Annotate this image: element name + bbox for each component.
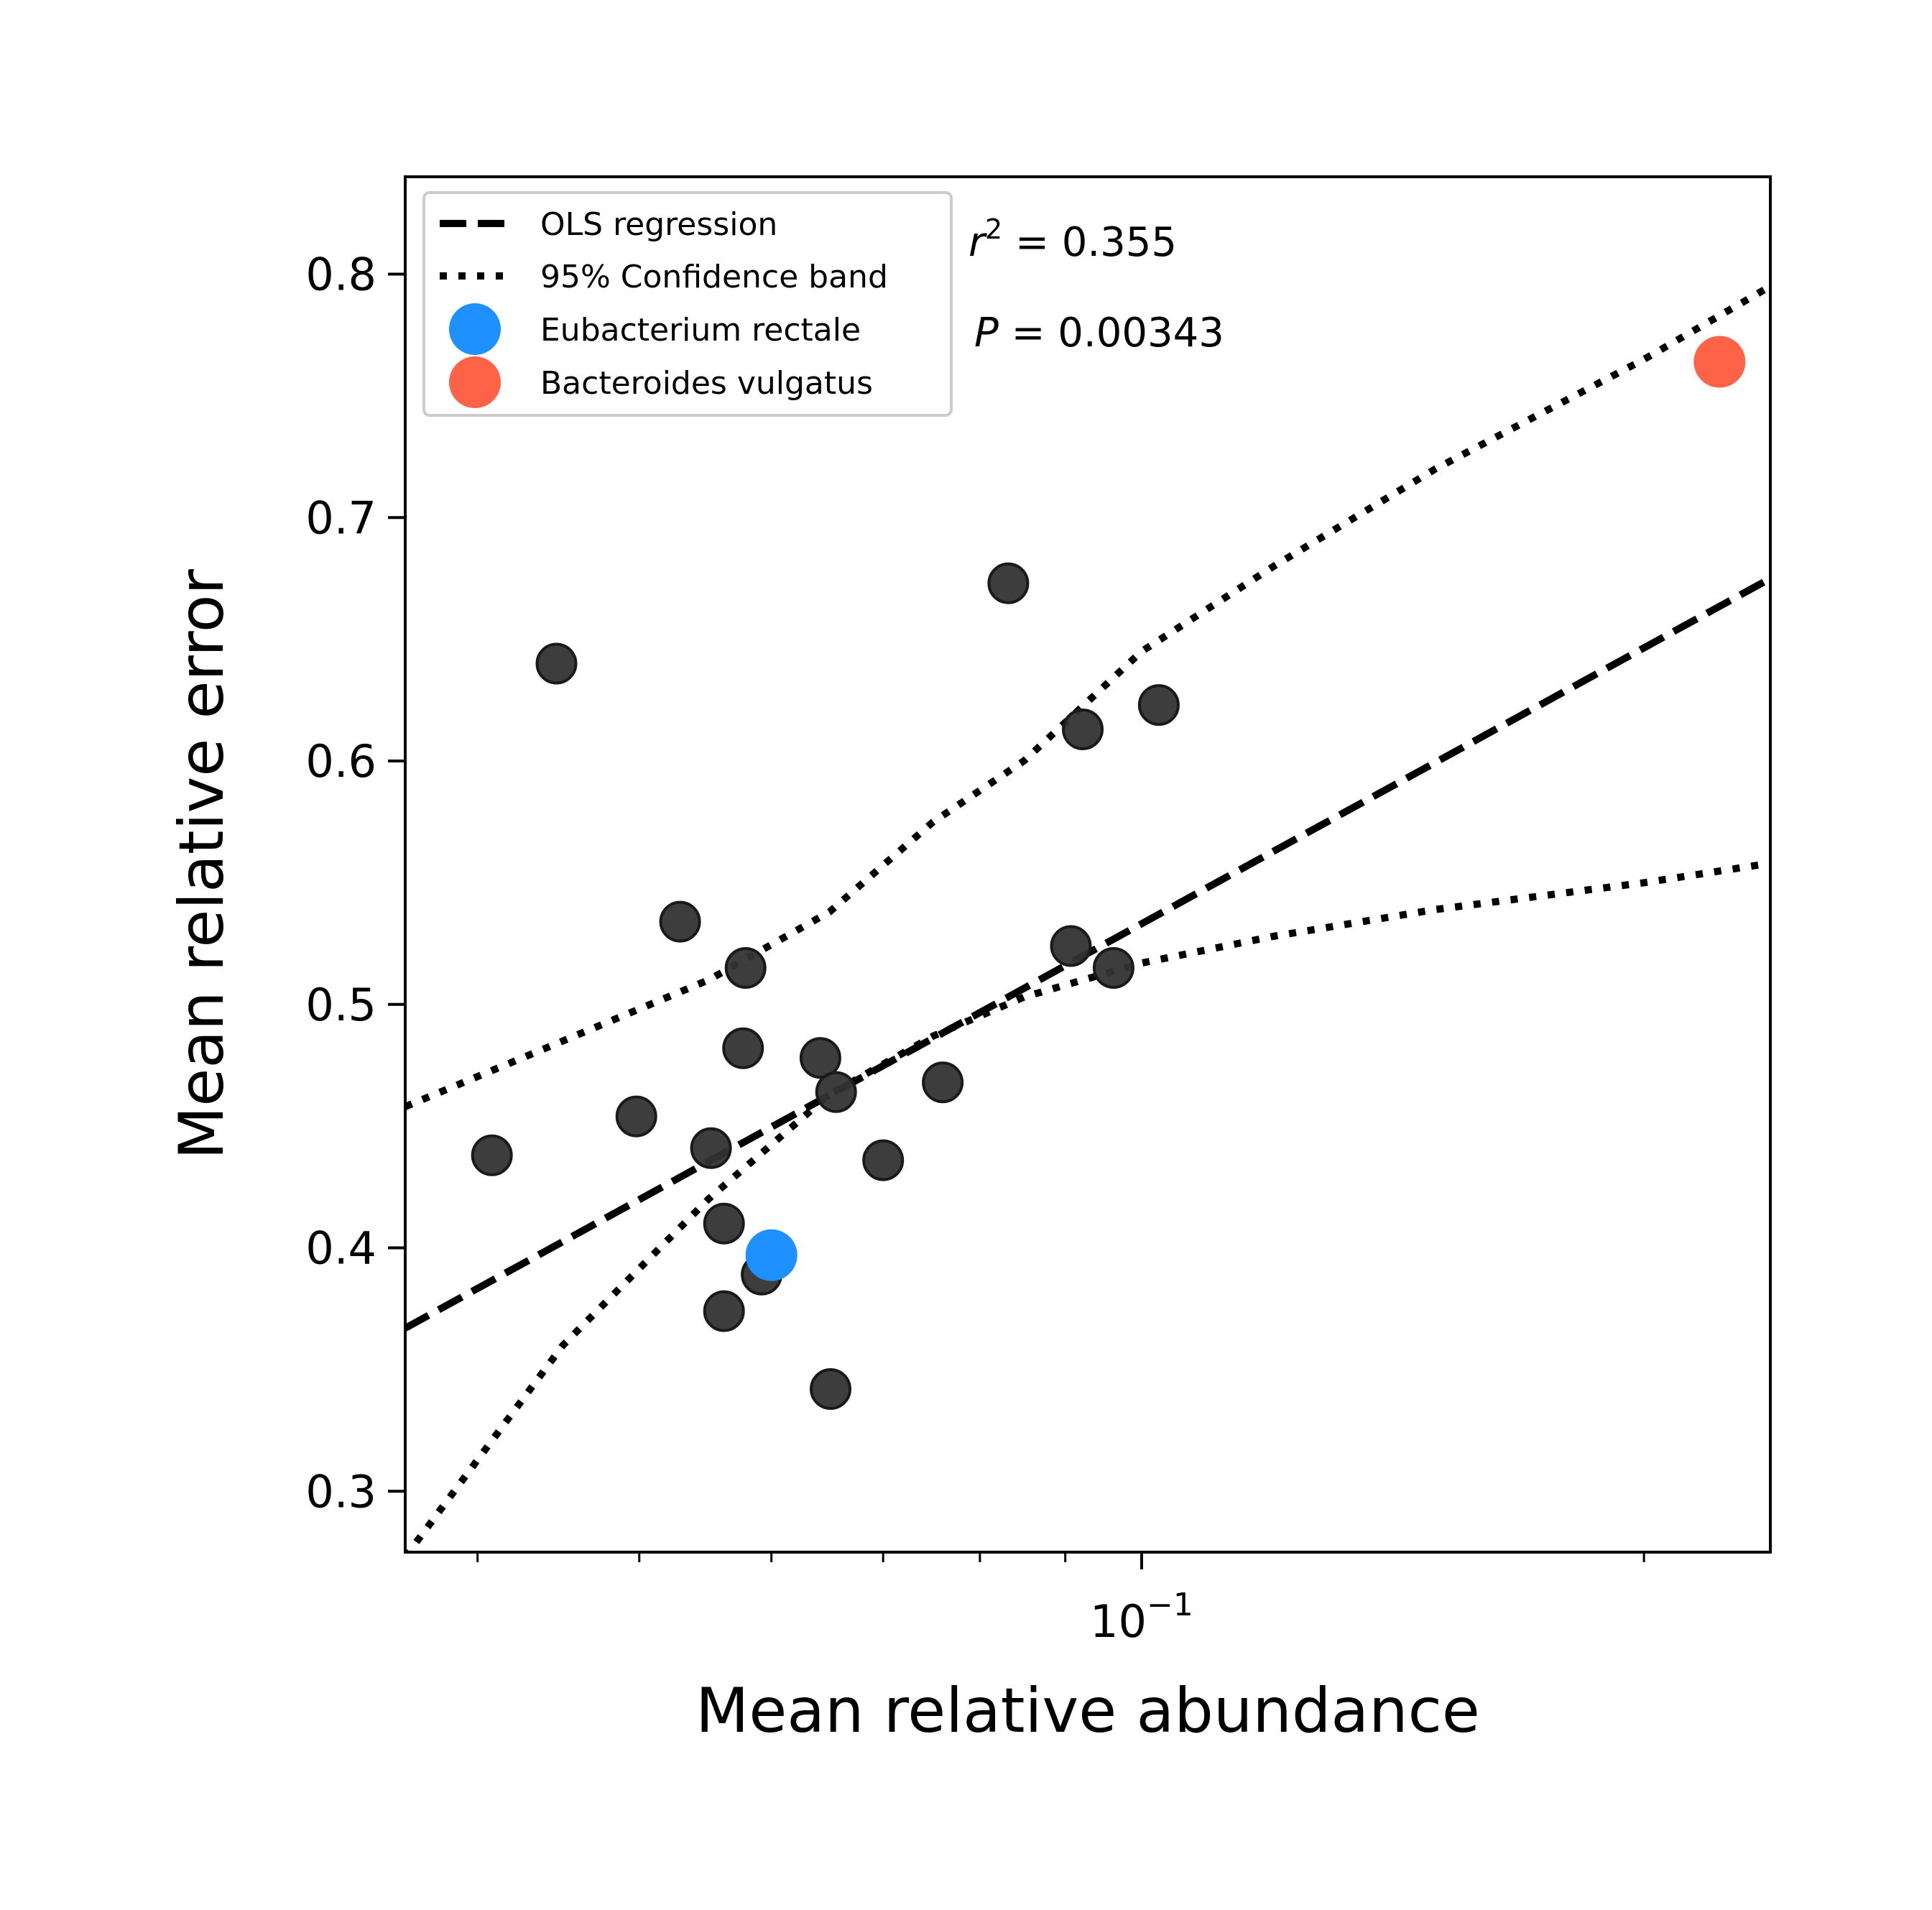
data-point <box>815 1071 857 1113</box>
data-point <box>471 1134 513 1176</box>
x-axis: 10−1 <box>476 1552 1645 1648</box>
data-point <box>862 1139 905 1181</box>
x-tick-label-base: 10 <box>1090 1595 1147 1648</box>
plot-area <box>405 283 1770 1552</box>
data-point <box>799 1037 841 1079</box>
y-tick-label: 0.7 <box>305 492 376 544</box>
bacteroides-vulgatus-point <box>1693 336 1746 388</box>
data-point <box>615 1095 657 1138</box>
legend-frame <box>422 191 953 417</box>
r-squared-exponent: 2 <box>985 213 1002 245</box>
y-tick-label: 0.8 <box>305 249 376 301</box>
legend-eubacterium-marker <box>449 303 501 355</box>
r-squared-symbol: r <box>969 219 987 266</box>
r-squared-value: = 0.355 <box>1002 219 1177 266</box>
data-point <box>1137 684 1180 726</box>
y-tick-label: 0.5 <box>305 979 376 1031</box>
data-point <box>690 1127 732 1169</box>
data-point <box>922 1061 964 1104</box>
x-axis-title: Mean relative abundance <box>695 1675 1480 1747</box>
legend: OLS regression 95% Confidence band Eubac… <box>422 191 953 417</box>
y-tick-label: 0.4 <box>305 1222 376 1275</box>
data-point <box>703 1202 745 1245</box>
plot-frame <box>404 175 1772 1554</box>
r-squared-annotation: r2 = 0.355 <box>969 213 1177 266</box>
eubacterium-rectale-point <box>745 1229 798 1281</box>
y-axis-title: Mean relative error <box>166 569 238 1160</box>
data-point <box>1062 709 1104 750</box>
data-point <box>1050 925 1092 967</box>
y-axis: 0.3 0.4 0.5 0.6 0.7 0.8 <box>305 249 405 1518</box>
legend-bacteroides-label: Bacteroides vulgatus <box>540 365 873 402</box>
data-point <box>703 1290 745 1332</box>
p-value-annotation: P = 0.00343 <box>974 310 1224 356</box>
data-point <box>987 562 1030 604</box>
y-tick-label: 0.6 <box>305 735 376 788</box>
data-point <box>659 900 701 943</box>
p-value-value: = 0.00343 <box>999 310 1224 356</box>
y-tick-label: 0.3 <box>305 1465 376 1518</box>
data-point <box>724 947 767 989</box>
data-point <box>535 642 578 685</box>
legend-ols-label: OLS regression <box>540 206 777 243</box>
data-point <box>810 1368 851 1410</box>
legend-bacteroides-marker <box>449 356 501 408</box>
legend-eubacterium-label: Eubacterium rectale <box>540 312 861 349</box>
p-value-symbol: P <box>974 310 999 356</box>
legend-confidence-label: 95% Confidence band <box>540 259 888 295</box>
data-point <box>1092 947 1134 989</box>
data-point <box>722 1027 764 1069</box>
x-tick-label: 10−1 <box>1090 1587 1193 1648</box>
x-tick-label-exponent: −1 <box>1147 1587 1193 1623</box>
confidence-band-upper <box>405 283 1770 1110</box>
